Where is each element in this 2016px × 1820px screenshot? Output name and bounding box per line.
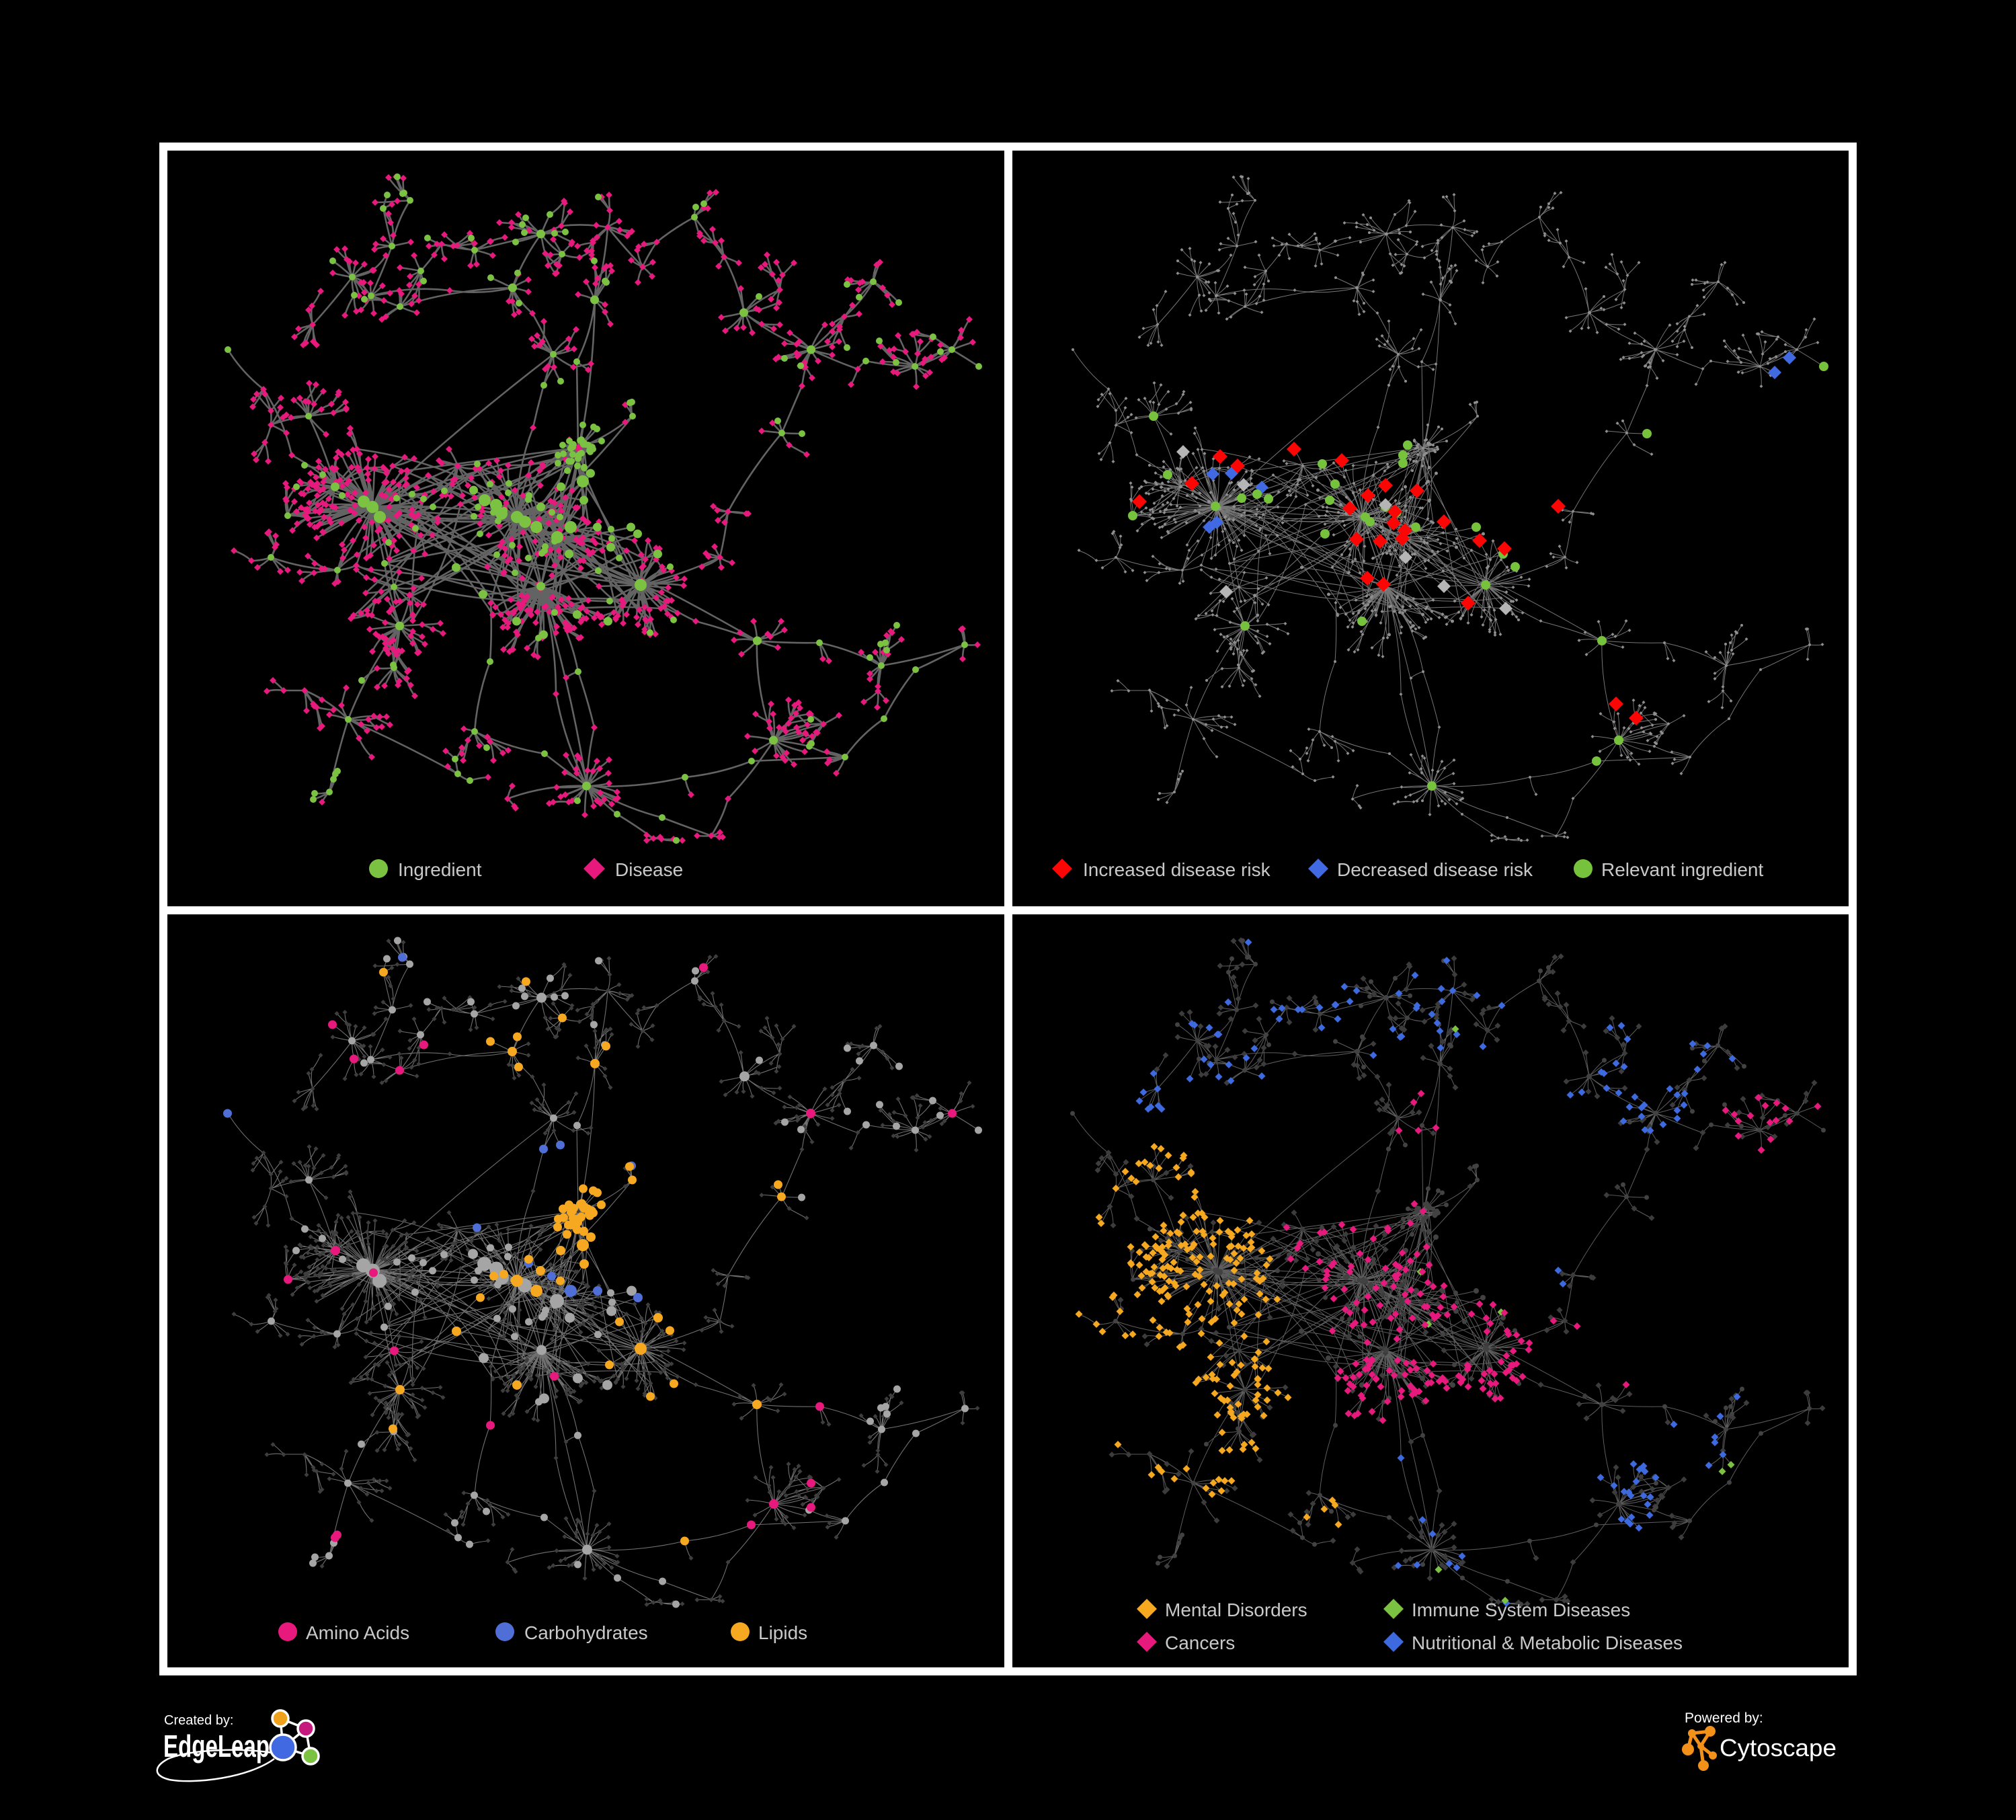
svg-text:Created by:: Created by: [164, 1713, 233, 1728]
svg-text:Powered by:: Powered by: [1685, 1710, 1763, 1726]
svg-text:EdgeLeap: EdgeLeap [163, 1729, 270, 1764]
svg-text:Immune System Diseases: Immune System Diseases [1412, 1599, 1630, 1620]
svg-text:Carbohydrates: Carbohydrates [524, 1622, 648, 1643]
svg-text:Disease: Disease [615, 859, 683, 880]
svg-text:Lipids: Lipids [758, 1622, 807, 1643]
svg-text:Amino Acids: Amino Acids [306, 1622, 409, 1643]
svg-text:Cancers: Cancers [1165, 1632, 1235, 1653]
svg-text:Mental Disorders: Mental Disorders [1165, 1599, 1307, 1620]
svg-text:Nutritional & Metabolic Diseas: Nutritional & Metabolic Diseases [1412, 1632, 1683, 1653]
svg-text:Increased disease risk: Increased disease risk [1083, 859, 1271, 880]
svg-text:Decreased disease risk: Decreased disease risk [1337, 859, 1533, 880]
svg-text:Cytoscape: Cytoscape [1720, 1734, 1837, 1762]
svg-text:Relevant ingredient: Relevant ingredient [1601, 859, 1763, 880]
svg-text:Ingredient: Ingredient [398, 859, 482, 880]
